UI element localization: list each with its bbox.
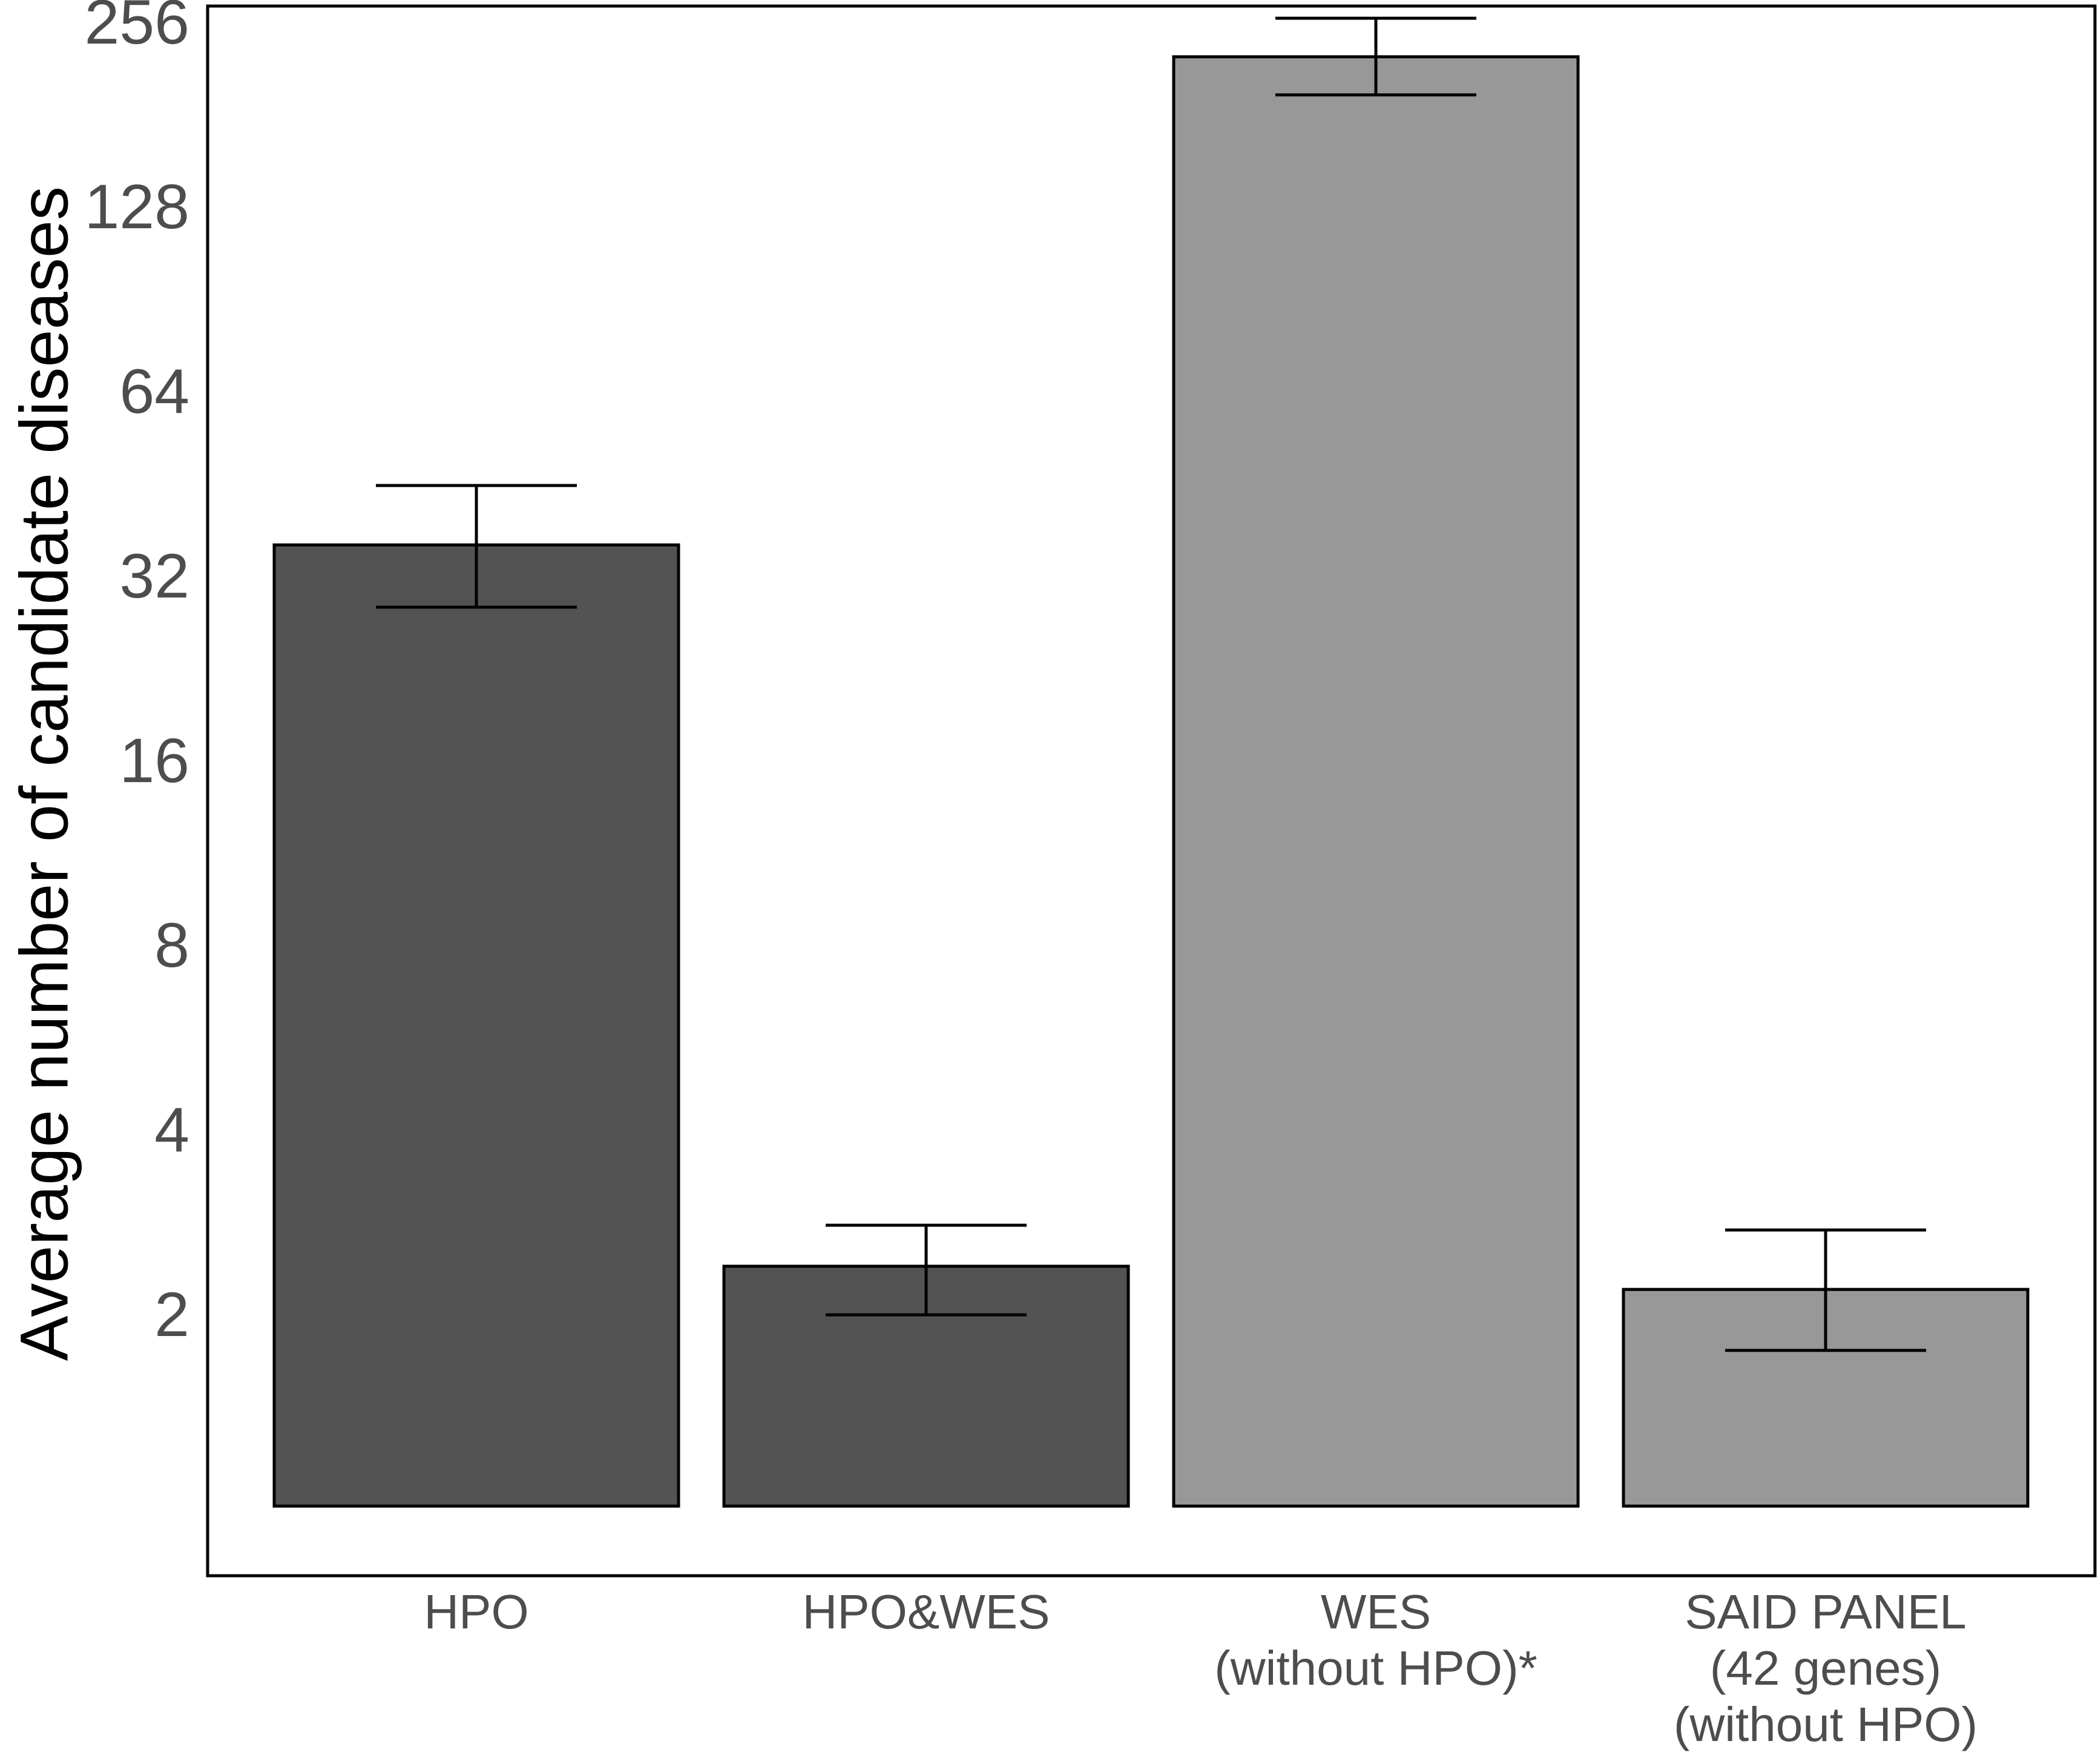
error-bars-layer xyxy=(376,16,1926,1352)
y-tick-label: 16 xyxy=(119,726,189,796)
y-axis-title: Average number of candidate diseases xyxy=(7,186,82,1361)
bar xyxy=(1172,55,1580,1508)
y-tick-label: 128 xyxy=(84,172,189,242)
y-tick-label: 64 xyxy=(119,357,189,427)
x-category-label: SAID PANEL (42 genes) (without HPO) xyxy=(1674,1585,1978,1751)
x-category-label: HPO&WES xyxy=(803,1585,1050,1639)
x-category-label: WES (without HPO)* xyxy=(1214,1585,1537,1695)
x-axis-labels: HPO HPO&WES WES (without HPO)* SAID PANEL (42… xyxy=(424,1585,1978,1751)
y-tick-label: 4 xyxy=(154,1095,189,1165)
y-tick-label: 2 xyxy=(154,1280,189,1350)
bars-layer xyxy=(272,55,2030,1508)
y-tick-label: 256 xyxy=(84,0,189,58)
plot-border xyxy=(206,4,2097,1578)
y-tick-label: 32 xyxy=(119,541,189,611)
x-category-label: HPO xyxy=(424,1585,528,1639)
y-axis-ticks: 2 4 8 16 32 64 128 256 xyxy=(84,0,189,1350)
bar xyxy=(272,543,680,1508)
y-tick-label: 8 xyxy=(154,910,189,981)
